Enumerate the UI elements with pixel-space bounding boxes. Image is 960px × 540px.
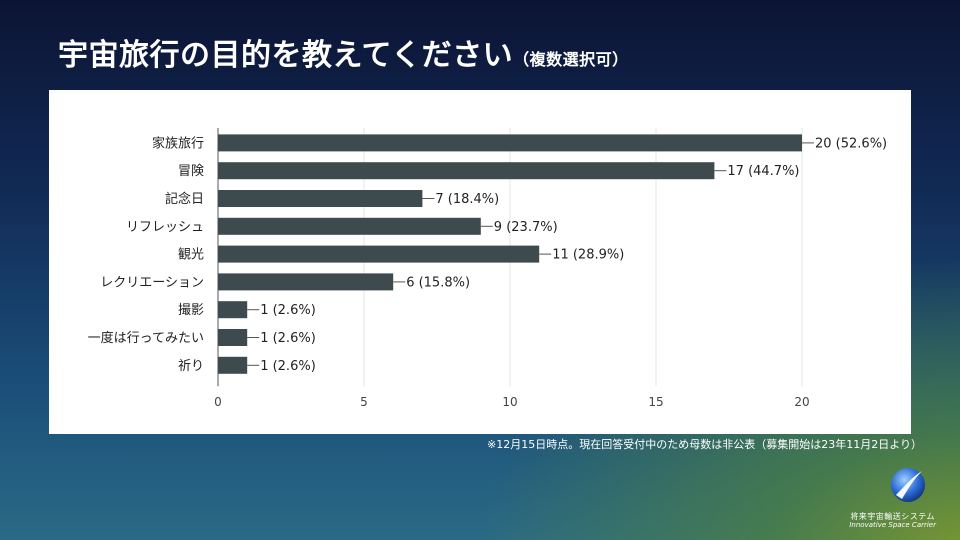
x-tick-label: 20 — [794, 395, 809, 409]
value-label: 7 (18.4%) — [435, 192, 499, 207]
globe-swoosh-icon — [891, 468, 925, 502]
bar — [218, 190, 423, 207]
category-label: 家族旅行 — [152, 135, 204, 151]
category-label: 観光 — [178, 248, 204, 263]
bar — [218, 356, 248, 374]
value-label: 17 (44.7%) — [727, 164, 799, 179]
value-label: 1 (2.6%) — [260, 303, 316, 318]
brand-name-en: Innovative Space Carrier — [849, 521, 936, 530]
chart-panel: 0 5 10 15 20 家族旅行 20 (52.6%) 冒険 17 (44.7%) 記念日 7 (… — [49, 90, 911, 434]
category-label: 記念日 — [165, 191, 204, 207]
slide-title: 宇宙旅行の目的を教えてください（複数選択可） — [58, 30, 629, 74]
category-label: リフレッシュ — [126, 220, 204, 235]
value-label: 20 (52.6%) — [815, 136, 887, 151]
bar — [218, 329, 248, 346]
bar — [218, 162, 715, 180]
bar-chart: 0 5 10 15 20 家族旅行 20 (52.6%) 冒険 17 (44.7%) 記念日 7 (… — [88, 128, 887, 409]
footnote: ※12月15日時点。現在回答受付中のため母数は非公表（募集開始は23年11月2日… — [487, 438, 922, 451]
x-tick-label: 0 — [214, 395, 222, 409]
slide-title-sub: （複数選択可） — [513, 50, 629, 69]
slide-title-main: 宇宙旅行の目的を教えてください — [58, 38, 514, 73]
category-label: 冒険 — [178, 164, 204, 179]
bar — [218, 245, 540, 263]
value-label: 1 (2.6%) — [260, 359, 316, 374]
category-label: 一度は行ってみたい — [88, 330, 204, 346]
brand-name-ja: 将来宇宙輸送システム — [850, 512, 936, 521]
value-label: 9 (23.7%) — [494, 220, 558, 235]
category-label: レクリエーション — [100, 275, 204, 290]
bar — [218, 273, 394, 291]
x-tick-label: 10 — [502, 395, 517, 409]
value-label: 6 (15.8%) — [406, 275, 470, 290]
bar — [218, 301, 248, 319]
value-label: 1 (2.6%) — [260, 331, 316, 346]
category-label: 撮影 — [178, 302, 204, 318]
x-tick-label: 15 — [648, 395, 663, 409]
value-label: 11 (28.9%) — [552, 248, 624, 263]
x-tick-label: 5 — [360, 395, 368, 409]
category-label: 祈り — [178, 359, 204, 374]
brand-wordmark: 将来宇宙輸送システム Innovative Space Carrier — [849, 512, 936, 529]
bar — [218, 217, 481, 235]
bar — [218, 134, 802, 152]
